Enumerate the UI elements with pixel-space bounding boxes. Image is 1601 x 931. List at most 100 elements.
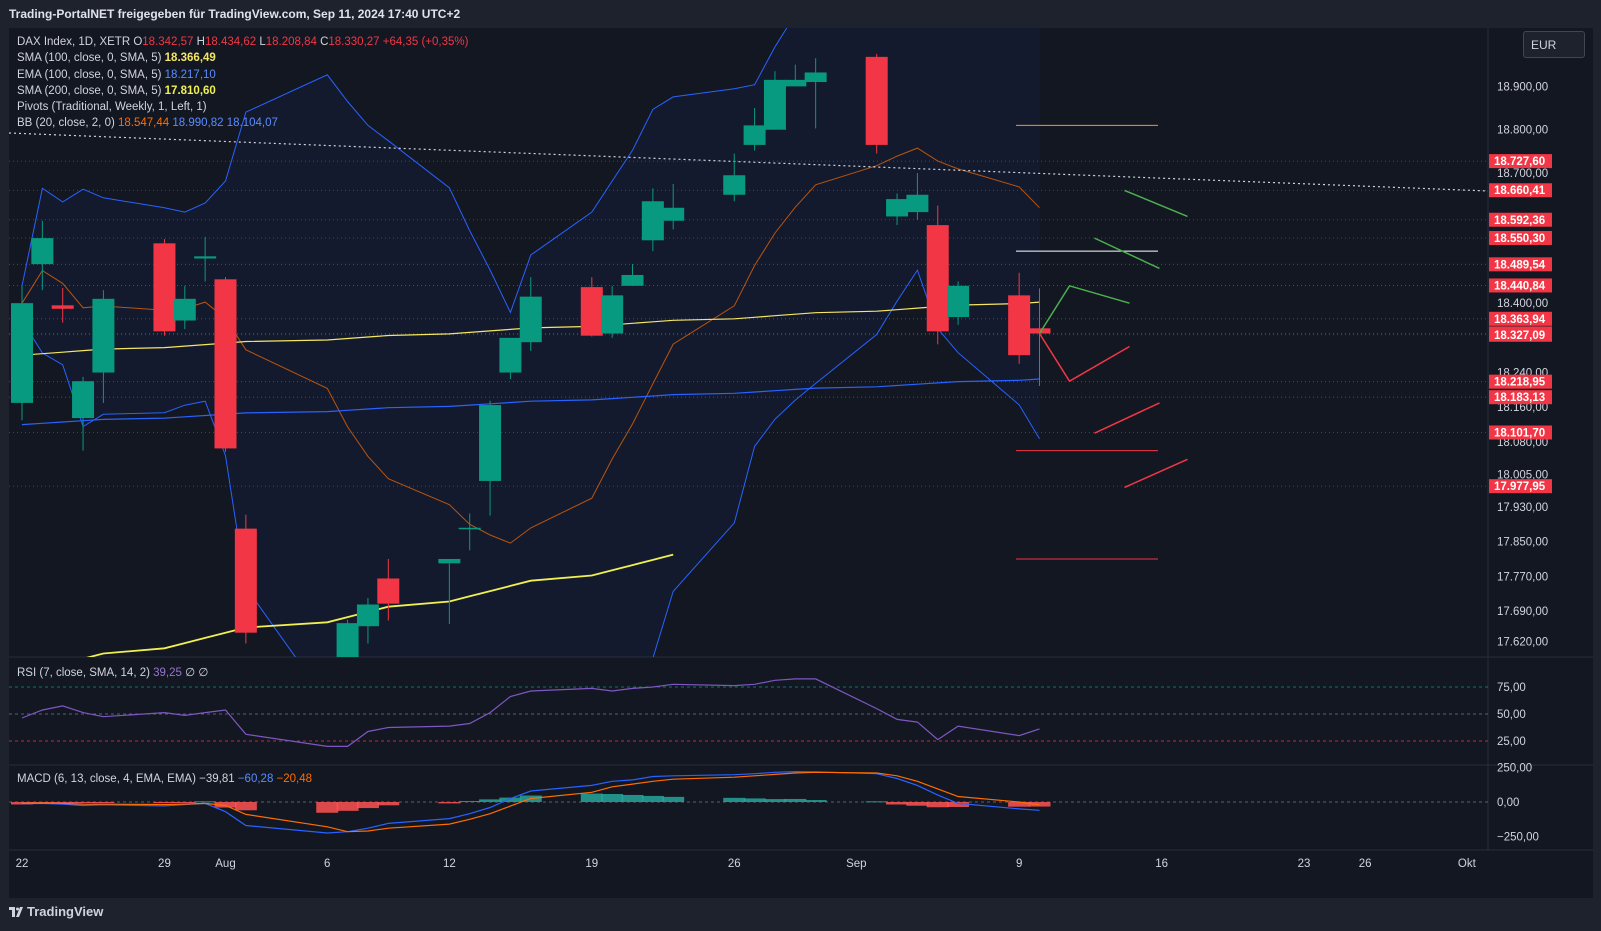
- candle-body: [336, 623, 359, 657]
- legend-value: L: [259, 36, 266, 48]
- legend-row[interactable]: BB (20, close, 2, 0) 18.547,44 18.990,82…: [17, 115, 468, 131]
- candle-body: [499, 337, 522, 373]
- legend-label: Pivots (Traditional, Weekly, 1, Left, 1): [17, 101, 207, 114]
- macd-histogram-bar: [580, 793, 603, 802]
- header-bar: Trading-PortalNET freigegeben für Tradin…: [0, 0, 1601, 28]
- time-axis-tick: 6: [324, 858, 330, 870]
- macd-legend-label: MACD (6, 13, close, 4, EMA, EMA): [17, 773, 200, 785]
- macd-histogram-bar: [784, 798, 807, 802]
- price-label-text: 18.327,09: [1494, 330, 1545, 342]
- macd-legend-value: −60,28: [237, 773, 277, 785]
- rsi-axis-tick: 75,00: [1497, 682, 1526, 694]
- candle-body: [865, 56, 888, 145]
- candle-body: [194, 256, 217, 259]
- legend-value: 17.810,60: [164, 84, 216, 97]
- currency-button[interactable]: EUR: [1523, 31, 1585, 58]
- price-label-badge: [1489, 278, 1552, 293]
- candle-body: [92, 298, 115, 373]
- chart-title: Trading-PortalNET freigegeben für Tradin…: [9, 7, 461, 21]
- time-axis-tick: 26: [1359, 858, 1372, 870]
- price-label-text: 18.489,54: [1494, 259, 1546, 271]
- legend-value: 18.217,10: [164, 68, 216, 81]
- candle-body: [11, 303, 33, 403]
- macd-histogram-bar: [723, 797, 746, 802]
- projection-down-arrow: [1038, 333, 1130, 383]
- candle-body: [153, 243, 176, 332]
- candle-body: [519, 296, 542, 343]
- price-label-text: 17.977,95: [1494, 481, 1546, 493]
- price-label-badge: [1489, 257, 1552, 272]
- bollinger-upper-line: [21, 28, 788, 314]
- legend-value: 18.434,62: [204, 36, 260, 48]
- candle-body: [906, 194, 929, 213]
- legend-value: C: [320, 36, 329, 48]
- macd-histogram-bar: [886, 802, 909, 805]
- rsi-legend: RSI (7, close, SMA, 14, 2) 39,25 ∅ ∅: [17, 665, 208, 679]
- legend-value: 18.330,27: [328, 36, 383, 48]
- macd-histogram-bar: [173, 802, 196, 803]
- legend-value: 18.104,07: [226, 117, 278, 130]
- candle-body: [214, 279, 237, 449]
- macd-axis-tick: 0,00: [1497, 797, 1519, 809]
- price-label-text: 18.218,95: [1494, 377, 1546, 389]
- price-label-text: 18.550,30: [1494, 233, 1545, 245]
- candle-body: [479, 405, 502, 481]
- legend-row[interactable]: EMA (100, close, 0, SMA, 5) 18.217,10: [17, 67, 468, 83]
- tradingview-brand[interactable]: TradingView: [9, 904, 103, 919]
- trendline-dotted: [9, 132, 1488, 192]
- price-axis-tick: 17.770,00: [1497, 571, 1548, 583]
- legend-row[interactable]: SMA (100, close, 0, SMA, 5) 18.366,49: [17, 50, 468, 66]
- candle-body: [784, 79, 807, 87]
- legend-row[interactable]: SMA (200, close, 0, SMA, 5) 17.810,60: [17, 83, 468, 99]
- price-label-text: 18.183,13: [1494, 392, 1545, 404]
- time-axis-tick: Okt: [1458, 858, 1477, 870]
- legend-row[interactable]: DAX Index, 1D, XETR O18.342,57 H18.434,6…: [17, 34, 468, 50]
- time-axis-tick: 16: [1155, 858, 1168, 870]
- rsi-line: [21, 678, 1040, 747]
- price-label-badge: [1489, 390, 1552, 405]
- candle-body: [31, 238, 54, 265]
- macd-histogram-bar: [92, 802, 115, 804]
- candle-body: [601, 295, 624, 334]
- macd-histogram-bar: [316, 802, 339, 813]
- price-axis-tick: 18.005,00: [1497, 469, 1548, 481]
- macd-histogram-bar: [743, 798, 766, 802]
- candle-body: [804, 72, 827, 83]
- price-axis-tick: 18.160,00: [1497, 402, 1548, 414]
- price-label-text: 18.660,41: [1494, 185, 1546, 197]
- macd-histogram-bar: [438, 802, 461, 804]
- price-axis-tick: 18.900,00: [1497, 81, 1548, 93]
- candle-body: [438, 558, 461, 564]
- candle-body: [356, 604, 379, 627]
- candle-body: [662, 207, 685, 221]
- macd-histogram-bar: [621, 794, 644, 802]
- candle-body: [316, 689, 338, 754]
- price-axis-tick: 17.690,00: [1497, 606, 1548, 618]
- price-label-badge: [1489, 374, 1552, 389]
- main-legend: DAX Index, 1D, XETR O18.342,57 H18.434,6…: [17, 34, 468, 132]
- legend-row[interactable]: Pivots (Traditional, Weekly, 1, Left, 1): [17, 99, 468, 115]
- time-axis-tick: 29: [158, 858, 171, 870]
- tradingview-logo-icon: [9, 905, 23, 917]
- legend-value: O: [133, 36, 143, 48]
- price-label-text: 18.592,36: [1494, 215, 1545, 227]
- macd-histogram-bar: [906, 802, 929, 806]
- legend-value: 18.208,84: [265, 36, 321, 48]
- candle-body: [947, 285, 970, 318]
- price-label-text: 18.727,60: [1494, 156, 1545, 168]
- rsi-legend-part: RSI (7, close, SMA, 14, 2): [17, 667, 154, 679]
- price-label-badge: [1489, 183, 1552, 198]
- legend-label: SMA (200, close, 0, SMA, 5): [17, 84, 165, 97]
- candle-body: [51, 305, 74, 309]
- ema100-line: [21, 378, 1040, 426]
- macd-histogram-bar: [72, 802, 95, 803]
- macd-histogram-bar: [31, 802, 54, 803]
- macd-legend-value: −39,81: [199, 773, 238, 785]
- price-axis-tick: 17.620,00: [1497, 636, 1548, 648]
- rsi-axis-tick: 25,00: [1497, 736, 1526, 748]
- chart-frame: [9, 28, 1593, 898]
- macd-histogram-bar: [947, 802, 970, 807]
- main-pane: [9, 28, 1488, 754]
- candle-body: [458, 527, 481, 530]
